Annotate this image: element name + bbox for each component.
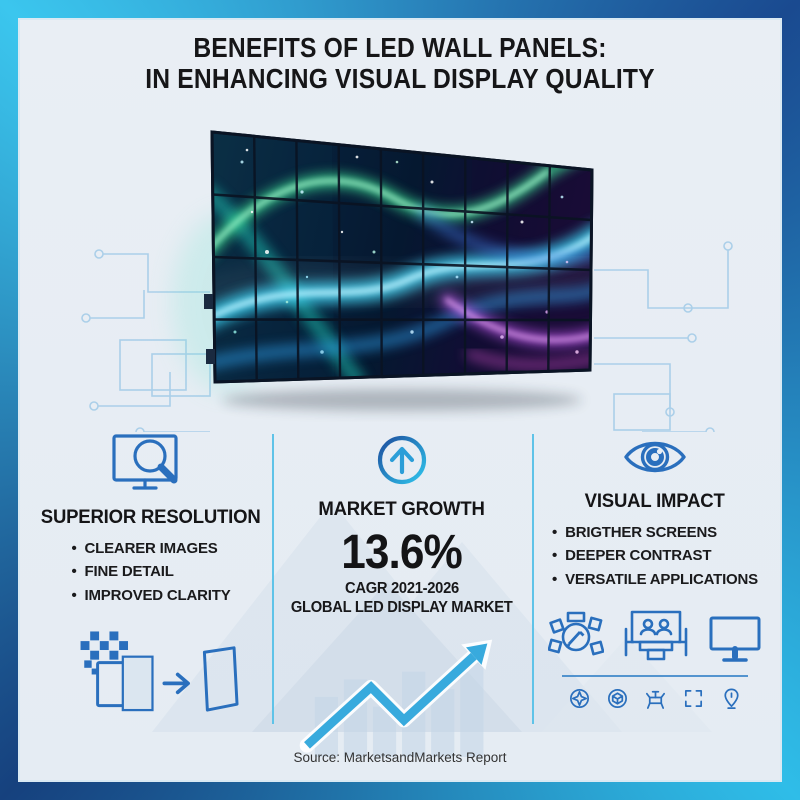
growth-arrow [303,652,477,749]
clear-panel [202,646,239,712]
source-attribution: Source: MarketsandMarkets Report [293,750,507,765]
panel-grid [212,136,592,381]
cube-icon [607,688,627,708]
column-divider [272,434,274,724]
growth-arrow-chart-graphic [299,639,492,757]
title-line-2: IN ENHANCING VISUAL DISPLAY QUALITY [145,63,655,95]
icons-divider-line [562,674,748,677]
title-line-1: BENEFITS OF LED WALL PANELS: [193,32,607,63]
video-conference-icon [624,610,688,661]
sparkles [233,145,579,354]
section-superior-resolution: SUPERIOR RESOLUTION CLEARER IMAGES FINE … [32,432,270,727]
section-market-growth: MARKET GROWTH 13.6% CAGR 2021-2026 GLOBA… [275,432,529,757]
column-divider [532,434,534,724]
bullet-item: BRIGTHER SCREENS [552,521,758,544]
stat-caption-line-1: CAGR 2021-2026 [345,580,459,597]
wall-shadow [222,389,582,411]
led-wall-panel-illustration [81,130,733,432]
bullet-item: CLEARER IMAGES [71,537,230,560]
small-icons-row [568,687,743,710]
bullet-item: VERSATILE APPLICATIONS [552,568,758,591]
pixel-cluster [80,631,129,675]
mountain-watermark [152,502,712,732]
location-pin-icon [723,688,739,709]
expand-icon [684,689,702,707]
canvas: BENEFITS OF LED WALL PANELS: IN ENHANCIN… [18,18,782,782]
section-heading: SUPERIOR RESOLUTION [41,506,261,528]
monitor-magnifier-icon [112,434,178,490]
section-heading: VISUAL IMPACT [585,490,725,512]
bullet-item: IMPROVED CLARITY [71,584,231,607]
bullet-item: FINE DETAIL [71,560,230,583]
resolution-bullets: CLEARER IMAGES FINE DETAIL IMPROVED CLAR… [71,537,231,607]
compass-icon [569,688,589,708]
mount-bracket [204,294,213,309]
pixelation-to-clear-graphic [80,631,239,712]
eye-icon [624,441,686,473]
stat-caption-line-2: GLOBAL LED DISPLAY MARKET [291,599,513,616]
stage-icon [645,690,665,709]
mount-bracket [206,349,215,364]
impact-bullets: BRIGTHER SCREENS DEEPER CONTRAST VERSATI… [552,521,758,591]
stat-value: 13.6% [341,526,464,579]
section-heading: MARKET GROWTH [318,498,486,520]
application-icons-row [548,607,762,663]
section-visual-impact: VISUAL IMPACT BRIGTHER SCREENS DEEPER CO… [535,432,775,710]
arrow-up-circle-icon [377,435,427,485]
arrow-right-icon [162,672,190,694]
display-monitor-icon [709,616,761,662]
bullet-item: DEEPER CONTRAST [552,544,758,567]
page-title: BENEFITS OF LED WALL PANELS: IN ENHANCIN… [66,32,735,95]
hub-gear-icon [548,611,604,656]
